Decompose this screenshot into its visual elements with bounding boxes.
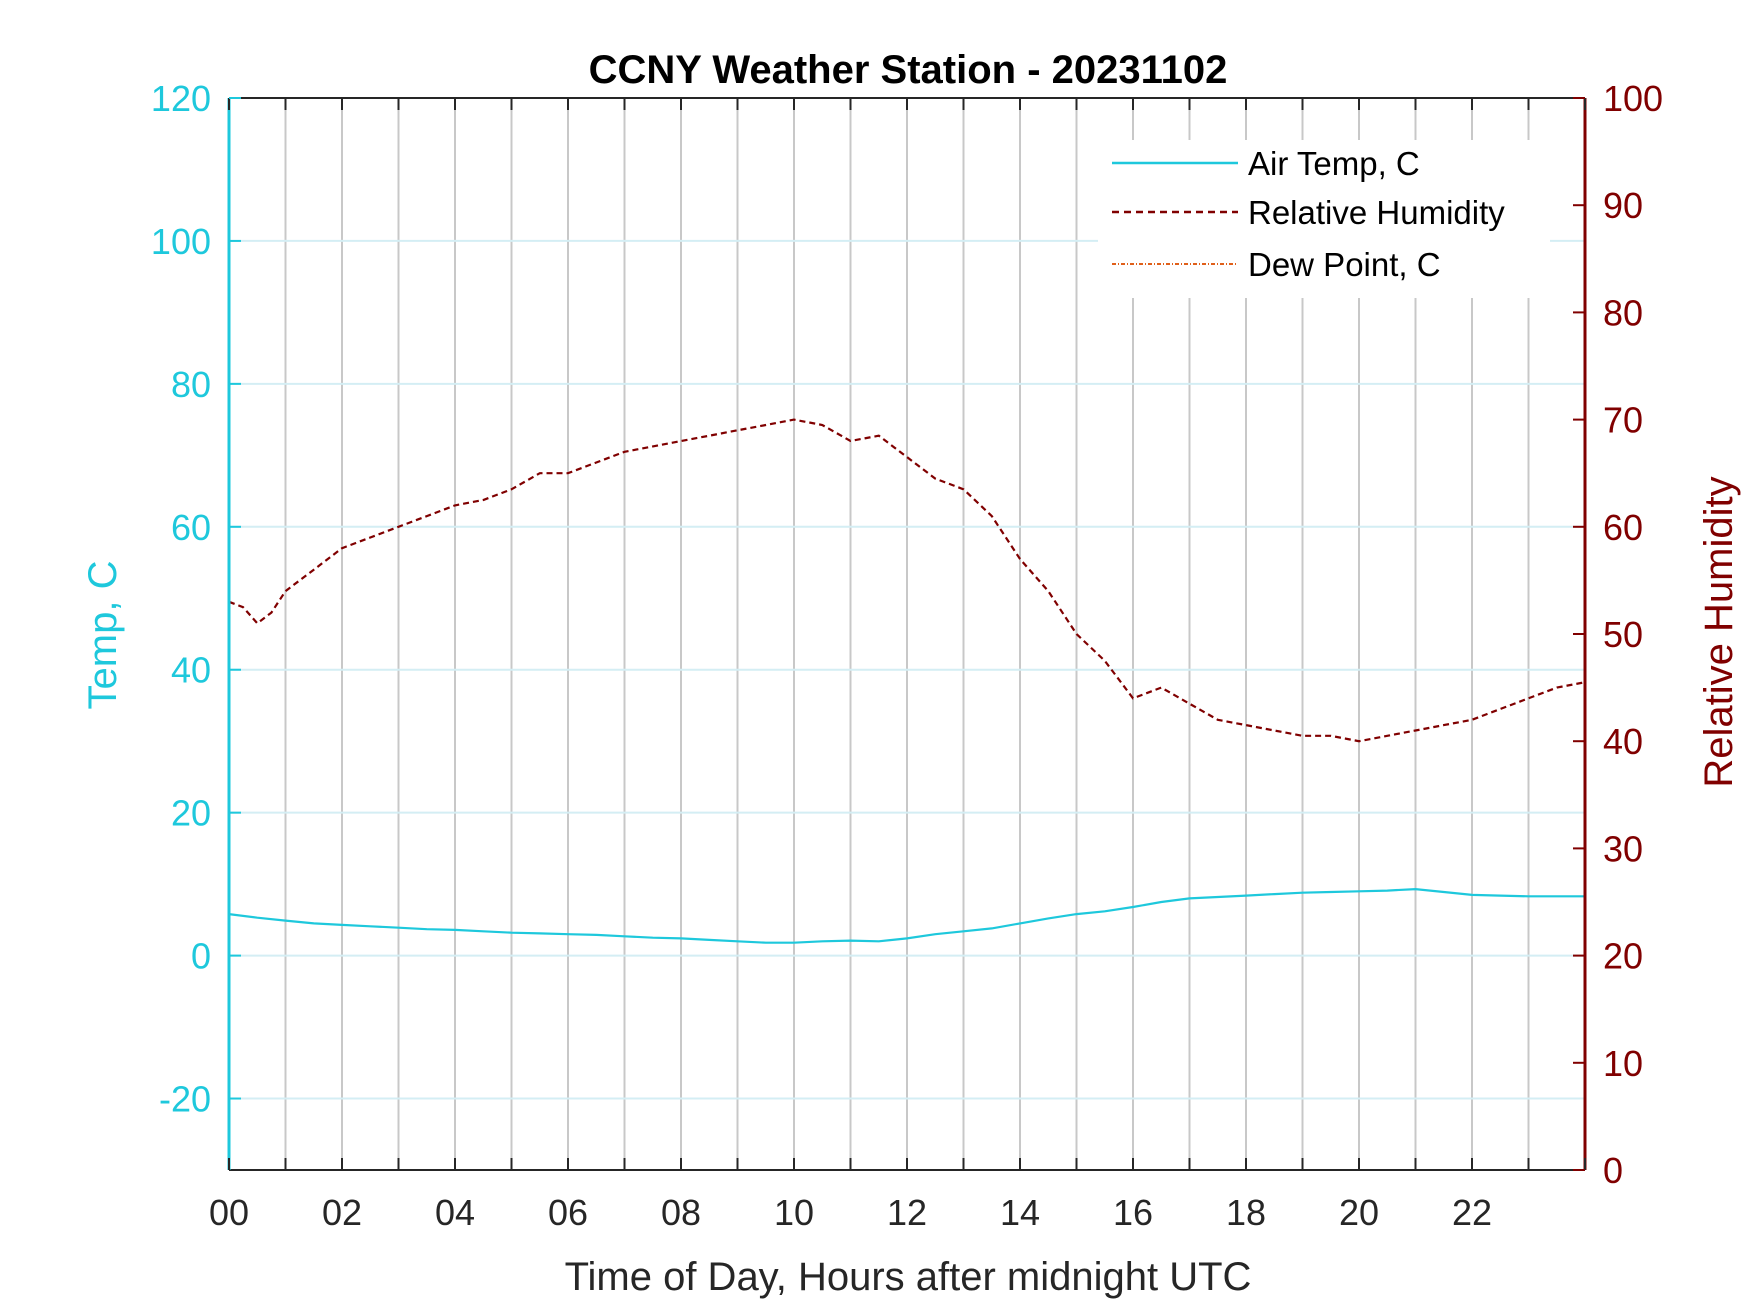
x-tick-label: 02 <box>322 1192 362 1233</box>
legend-label-dew-point: Dew Point, C <box>1248 246 1441 283</box>
y-right-tick-label: 40 <box>1603 721 1643 762</box>
y-left-tick-label: 60 <box>171 507 211 548</box>
y-left-tick-label: 40 <box>171 650 211 691</box>
x-tick-label: 10 <box>774 1192 814 1233</box>
chart-title: CCNY Weather Station - 20231102 <box>589 48 1228 92</box>
y-left-tick-label: 80 <box>171 364 211 405</box>
x-tick-label: 04 <box>435 1192 475 1233</box>
x-tick-label: 18 <box>1226 1192 1266 1233</box>
x-tick-label: 00 <box>209 1192 249 1233</box>
y-left-tick-label: -20 <box>159 1079 211 1120</box>
y-left-tick-label: 120 <box>151 78 211 119</box>
x-tick-label: 08 <box>661 1192 701 1233</box>
legend-box <box>1098 140 1550 298</box>
y-right-tick-label: 100 <box>1603 78 1663 119</box>
y-axis-right-label: Relative Humidity <box>1697 476 1741 787</box>
legend: Air Temp, C Relative Humidity Dew Point,… <box>1098 140 1550 298</box>
y-right-tick-label: 30 <box>1603 828 1643 869</box>
series-line-1 <box>228 418 1586 743</box>
x-tick-label: 14 <box>1000 1192 1040 1233</box>
y-left-tick-label: 20 <box>171 793 211 834</box>
x-tick-label: 22 <box>1452 1192 1492 1233</box>
series-line-0 <box>228 887 1585 944</box>
legend-label-air-temp: Air Temp, C <box>1248 145 1420 182</box>
legend-label-humidity: Relative Humidity <box>1248 194 1505 231</box>
y-left-tick-label: 100 <box>151 221 211 262</box>
y-right-tick-label: 90 <box>1603 185 1643 226</box>
x-tick-label: 16 <box>1113 1192 1153 1233</box>
y-right-tick-label: 50 <box>1603 614 1643 655</box>
y-axis-left-label: Temp, C <box>81 561 125 710</box>
y-right-tick-label: 60 <box>1603 507 1643 548</box>
y-right-tick-label: 0 <box>1603 1150 1623 1191</box>
ticks-layer: 00 02 04 06 08 10 12 14 16 18 20 22-200204060801001… <box>151 78 1663 1233</box>
x-tick-label: 12 <box>887 1192 927 1233</box>
y-right-tick-label: 10 <box>1603 1043 1643 1084</box>
y-left-tick-label: 0 <box>191 936 211 977</box>
y-right-tick-label: 80 <box>1603 292 1643 333</box>
series-layer <box>228 418 1586 944</box>
y-right-tick-label: 20 <box>1603 936 1643 977</box>
x-tick-label: 20 <box>1339 1192 1379 1233</box>
x-axis-label: Time of Day, Hours after midnight UTC <box>565 1255 1252 1299</box>
grid-layer <box>229 98 1585 1170</box>
x-tick-label: 06 <box>548 1192 588 1233</box>
y-right-tick-label: 70 <box>1603 400 1643 441</box>
